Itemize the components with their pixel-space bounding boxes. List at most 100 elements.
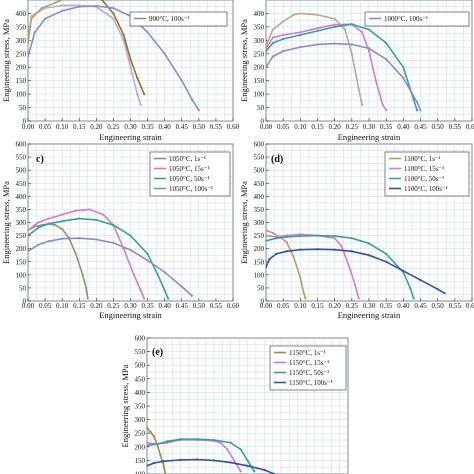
y-tick-label: 550 bbox=[135, 348, 146, 356]
y-tick-label: 200 bbox=[16, 245, 27, 253]
x-tick-label: 0.30 bbox=[363, 302, 376, 310]
y-tick-label: 600 bbox=[16, 141, 27, 149]
legend-entry: 1100°C, 15s⁻¹ bbox=[404, 165, 444, 173]
x-tick-label: 0.00 bbox=[22, 302, 35, 310]
x-tick-label: 0.30 bbox=[363, 123, 376, 131]
data-point bbox=[40, 6, 43, 10]
y-axis-label: Engineering stress, MPa bbox=[239, 181, 249, 264]
data-point bbox=[129, 66, 132, 69]
data-point bbox=[129, 58, 132, 61]
data-point bbox=[271, 231, 274, 235]
data-point bbox=[37, 243, 40, 246]
y-tick-label: 0 bbox=[23, 298, 27, 306]
data-point bbox=[266, 265, 268, 269]
data-point bbox=[266, 239, 268, 242]
series-line-2 bbox=[147, 438, 255, 472]
series-line-2 bbox=[266, 234, 415, 299]
data-point bbox=[266, 229, 268, 232]
y-tick-label: 100 bbox=[16, 271, 27, 279]
data-point bbox=[146, 252, 149, 255]
panel-label: (e) bbox=[152, 347, 163, 358]
data-point bbox=[412, 98, 415, 101]
data-point bbox=[419, 278, 422, 282]
x-tick-label: 0.55 bbox=[449, 123, 462, 131]
data-point bbox=[78, 5, 81, 8]
y-tick-label: 350 bbox=[16, 23, 27, 31]
x-tick-label: 0.15 bbox=[73, 123, 86, 131]
y-tick-label: 150 bbox=[16, 258, 27, 266]
series-line-1 bbox=[266, 23, 387, 111]
data-point bbox=[155, 442, 159, 446]
data-point bbox=[316, 13, 319, 16]
data-point bbox=[95, 218, 98, 221]
data-point bbox=[282, 33, 285, 37]
data-point bbox=[54, 224, 57, 227]
y-tick-label: 300 bbox=[135, 416, 146, 424]
y-tick-label: 50 bbox=[19, 284, 27, 292]
x-tick-label: 0.25 bbox=[346, 123, 359, 131]
data-point bbox=[333, 23, 336, 26]
legend-entry: 1100°C, 1s⁻¹ bbox=[404, 155, 441, 163]
data-point bbox=[37, 226, 40, 229]
data-point bbox=[28, 250, 30, 253]
data-point bbox=[367, 242, 371, 245]
series-line-2 bbox=[266, 23, 418, 111]
data-point bbox=[74, 252, 77, 255]
x-tick-label: 0.60 bbox=[466, 123, 474, 131]
y-tick-label: 150 bbox=[135, 457, 146, 465]
data-point bbox=[166, 297, 170, 300]
data-point bbox=[147, 464, 149, 467]
data-point bbox=[354, 284, 357, 287]
y-tick-label: 500 bbox=[254, 167, 265, 175]
data-point bbox=[78, 217, 81, 220]
y-tick-label: 300 bbox=[254, 37, 265, 45]
x-tick-label: 0.50 bbox=[432, 123, 445, 131]
y-tick-label: 400 bbox=[135, 389, 146, 397]
data-point bbox=[28, 55, 30, 58]
data-point bbox=[266, 66, 268, 69]
y-tick-label: 400 bbox=[16, 10, 27, 18]
data-point bbox=[190, 294, 194, 297]
data-point bbox=[402, 76, 405, 80]
data-point bbox=[419, 109, 422, 112]
x-tick-label: 0.00 bbox=[260, 302, 273, 310]
data-point bbox=[166, 440, 169, 443]
x-tick-label: 0.50 bbox=[193, 123, 206, 131]
y-tick-label: 400 bbox=[254, 193, 265, 201]
data-point bbox=[136, 93, 139, 96]
y-tick-label: 500 bbox=[135, 362, 146, 370]
y-tick-label: 550 bbox=[254, 154, 265, 162]
panel-label: (d) bbox=[271, 154, 283, 165]
data-point bbox=[156, 273, 159, 276]
y-tick-label: 200 bbox=[16, 64, 27, 72]
data-point bbox=[409, 286, 412, 290]
data-point bbox=[299, 33, 302, 37]
data-point bbox=[30, 15, 33, 18]
data-point bbox=[275, 237, 278, 240]
y-axis-label: Engineering stress, MPa bbox=[120, 364, 130, 447]
data-point bbox=[350, 23, 353, 26]
data-point bbox=[74, 209, 77, 212]
data-point bbox=[347, 263, 350, 266]
data-point bbox=[122, 33, 125, 37]
x-axis-label: Engineering strain bbox=[338, 310, 401, 320]
y-tick-label: 300 bbox=[16, 219, 27, 227]
data-point bbox=[81, 273, 84, 276]
data-point bbox=[146, 31, 149, 34]
data-point bbox=[316, 29, 319, 33]
x-tick-label: 0.35 bbox=[380, 123, 393, 131]
data-point bbox=[229, 461, 232, 464]
data-point bbox=[385, 252, 388, 255]
data-point bbox=[37, 221, 40, 224]
x-tick-label: 0.00 bbox=[260, 123, 273, 131]
data-point bbox=[266, 49, 268, 53]
x-tick-label: 0.05 bbox=[39, 123, 52, 131]
y-tick-label: 400 bbox=[16, 193, 27, 201]
data-point bbox=[162, 464, 165, 467]
data-point bbox=[292, 255, 295, 258]
y-tick-label: 100 bbox=[254, 91, 265, 99]
x-tick-label: 0.35 bbox=[141, 123, 154, 131]
series-line-2 bbox=[101, 0, 145, 95]
data-point bbox=[367, 47, 371, 50]
series-line-3 bbox=[266, 42, 422, 111]
